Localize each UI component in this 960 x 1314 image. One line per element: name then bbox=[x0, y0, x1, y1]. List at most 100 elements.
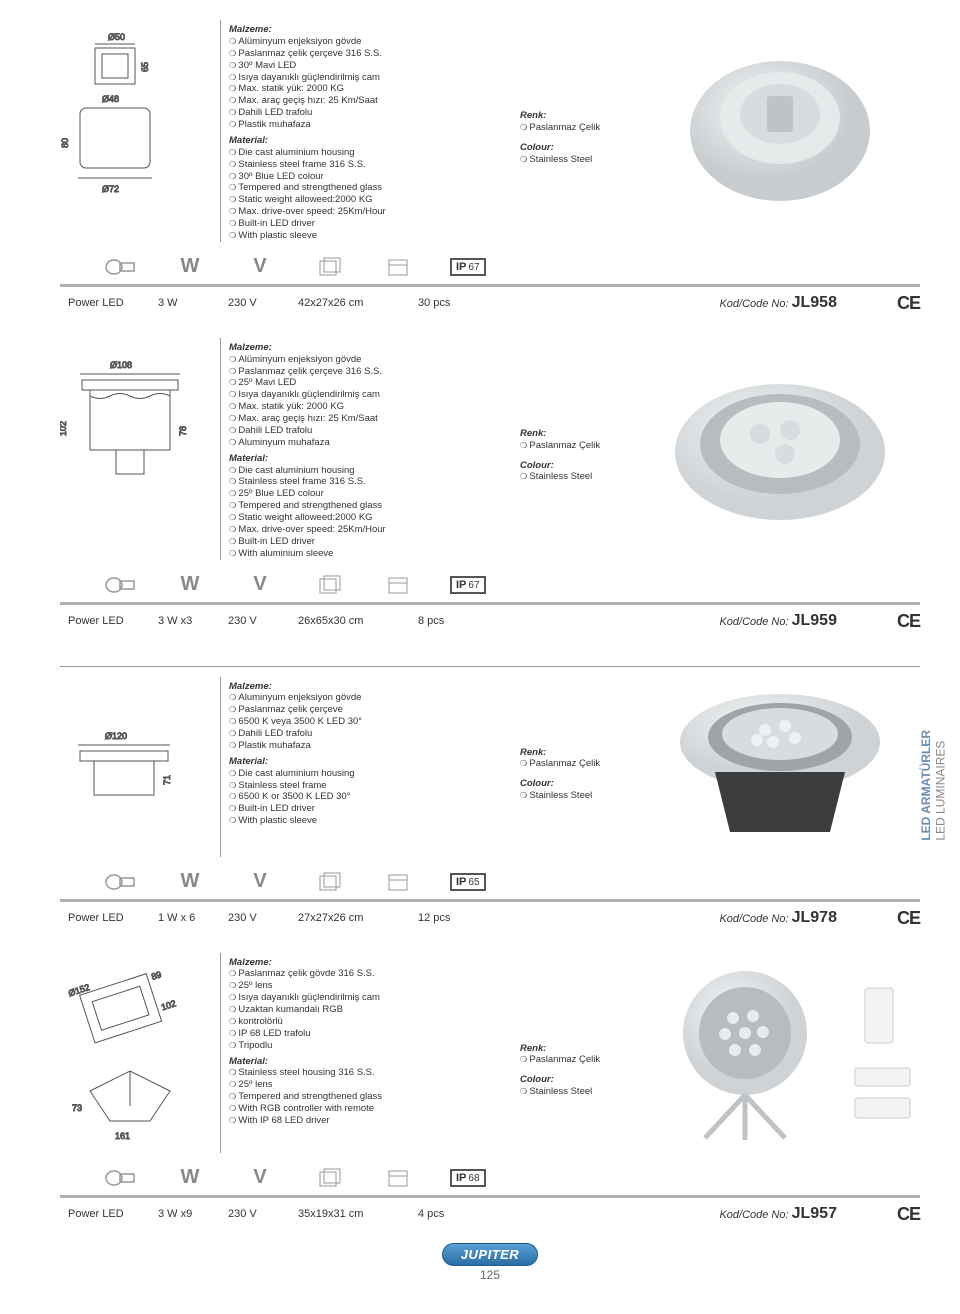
list-item: IP 68 LED trafolu bbox=[229, 1028, 510, 1040]
list-item: Dahili LED trafolu bbox=[229, 425, 510, 437]
list-item: Max. araç geçiş hızı: 25 Km/Saat bbox=[229, 413, 510, 425]
v-icon: V bbox=[240, 254, 280, 280]
diagram-col: Ø50 65 Ø48 80 Ø72 bbox=[60, 20, 210, 242]
spec-watt: 1 W x 6 bbox=[150, 912, 220, 924]
colour-value: Stainless Steel bbox=[520, 1086, 630, 1098]
material-list: Die cast aluminium housing Stainless ste… bbox=[229, 768, 510, 827]
pack-icon bbox=[380, 869, 420, 895]
color-col: Renk: Paslanmaz Çelik Colour: Stainless … bbox=[520, 338, 630, 560]
list-item: Stainless steel frame bbox=[229, 780, 510, 792]
list-item: Paslanmaz çelik çerçeve 316 S.S. bbox=[229, 48, 510, 60]
spec-watt: 3 W x9 bbox=[150, 1208, 220, 1220]
code-label: Kod/Code No: JL978 bbox=[719, 909, 837, 927]
ip-rating: IP65 bbox=[450, 873, 486, 891]
product-block: Ø50 65 Ø48 80 Ø72 Malzeme: Alüminyum enj… bbox=[60, 20, 920, 242]
photo-col bbox=[640, 953, 920, 1153]
malzeme-header: Malzeme: bbox=[229, 342, 510, 354]
list-item: Plastik muhafaza bbox=[229, 119, 510, 131]
material-header: Material: bbox=[229, 1056, 510, 1068]
code-value: JL957 bbox=[792, 1205, 837, 1222]
colour-value: Stainless Steel bbox=[520, 790, 630, 802]
pack-icon bbox=[380, 1165, 420, 1191]
malzeme-list: Aluminyum enjeksiyon gövde Paslanmaz çel… bbox=[229, 692, 510, 751]
malzeme-header: Malzeme: bbox=[229, 681, 510, 693]
spec-dim: 27x27x26 cm bbox=[290, 912, 410, 924]
list-item: Stainless steel frame 316 S.S. bbox=[229, 159, 510, 171]
ce-mark-icon: CE bbox=[897, 1204, 920, 1225]
renk-header: Renk: bbox=[520, 428, 630, 440]
list-item: Plastik muhafaza bbox=[229, 740, 510, 752]
list-item: 6500 K veya 3500 K LED 30° bbox=[229, 716, 510, 728]
list-item: Paslanmaz çelik çerçeve 316 S.S. bbox=[229, 366, 510, 378]
box-icon bbox=[310, 572, 350, 598]
colour-value: Stainless Steel bbox=[520, 471, 630, 483]
list-item: 30º Mavi LED bbox=[229, 60, 510, 72]
list-item: Isıya dayanıklı güçlendirilmiş cam bbox=[229, 992, 510, 1004]
spec-qty: 12 pcs bbox=[410, 912, 510, 924]
photo-col bbox=[640, 338, 920, 560]
colour-header: Colour: bbox=[520, 460, 630, 472]
svg-text:102: 102 bbox=[60, 421, 68, 436]
product-block: Ø108 102 78 Malzeme: Alüminyum enjeksiyo… bbox=[60, 338, 920, 560]
color-col: Renk: Paslanmaz Çelik Colour: Stainless … bbox=[520, 677, 630, 857]
spec-volt: 230 V bbox=[220, 912, 290, 924]
w-icon: W bbox=[170, 254, 210, 280]
spec-row: Power LED 3 W x9 230 V 35x19x31 cm 4 pcs… bbox=[60, 1195, 920, 1231]
list-item: Tripodlu bbox=[229, 1040, 510, 1052]
list-item: kontrolörlü bbox=[229, 1016, 510, 1028]
list-item: Tempered and strengthened glass bbox=[229, 1091, 510, 1103]
product-photo-icon bbox=[645, 958, 915, 1148]
list-item: Max. araç geçiş hızı: 25 Km/Saat bbox=[229, 95, 510, 107]
box-icon bbox=[310, 869, 350, 895]
box-icon bbox=[310, 254, 350, 280]
svg-text:78: 78 bbox=[178, 426, 188, 436]
icon-row: W V IP67 bbox=[60, 568, 920, 602]
specs-text: Malzeme: Aluminyum enjeksiyon gövde Pasl… bbox=[220, 677, 510, 857]
spec-row: Power LED 3 W 230 V 42x27x26 cm 30 pcs K… bbox=[60, 284, 920, 320]
w-icon: W bbox=[170, 1165, 210, 1191]
code-label: Kod/Code No: JL959 bbox=[719, 612, 837, 630]
ce-mark-icon: CE bbox=[897, 611, 920, 632]
diagram-col: Ø108 102 78 bbox=[60, 338, 210, 560]
list-item: Static weight alloweed:2000 KG bbox=[229, 512, 510, 524]
photo-col bbox=[640, 677, 920, 857]
w-icon: W bbox=[170, 869, 210, 895]
list-item: Built-in LED driver bbox=[229, 218, 510, 230]
renk-value: Paslanmaz Çelik bbox=[520, 1054, 630, 1066]
colour-header: Colour: bbox=[520, 1074, 630, 1086]
renk-header: Renk: bbox=[520, 110, 630, 122]
material-list: Die cast aluminium housing Stainless ste… bbox=[229, 465, 510, 560]
code-value: JL959 bbox=[792, 612, 837, 629]
colour-header: Colour: bbox=[520, 142, 630, 154]
ip-rating: IP67 bbox=[450, 258, 486, 276]
list-item: Static weight alloweed:2000 KG bbox=[229, 194, 510, 206]
v-icon: V bbox=[240, 869, 280, 895]
list-item: With IP 68 LED driver bbox=[229, 1115, 510, 1127]
tech-drawing-icon: Ø120 71 bbox=[60, 685, 200, 815]
spec-row: Power LED 3 W x3 230 V 26x65x30 cm 8 pcs… bbox=[60, 602, 920, 638]
svg-text:Ø50: Ø50 bbox=[108, 32, 125, 42]
spec-watt: 3 W bbox=[150, 297, 220, 309]
list-item: 25º Blue LED colour bbox=[229, 488, 510, 500]
list-item: Tempered and strengthened glass bbox=[229, 182, 510, 194]
list-item: With plastic sleeve bbox=[229, 230, 510, 242]
spec-type: Power LED bbox=[60, 615, 150, 627]
renk-header: Renk: bbox=[520, 1043, 630, 1055]
lamp-icon bbox=[100, 869, 140, 895]
list-item: Alüminyum enjeksiyon gövde bbox=[229, 36, 510, 48]
renk-value: Paslanmaz Çelik bbox=[520, 440, 630, 452]
specs-text: Malzeme: Alüminyum enjeksiyon gövde Pasl… bbox=[220, 20, 510, 242]
tech-drawing-icon: Ø108 102 78 bbox=[60, 346, 210, 516]
material-list: Stainless steel housing 316 S.S. 25º len… bbox=[229, 1067, 510, 1126]
lamp-icon bbox=[100, 572, 140, 598]
spec-qty: 8 pcs bbox=[410, 615, 510, 627]
list-item: Isıya dayanıklı güçlendirilmiş cam bbox=[229, 389, 510, 401]
lamp-icon bbox=[100, 1165, 140, 1191]
list-item: Max. statik yük: 2000 KG bbox=[229, 401, 510, 413]
w-icon: W bbox=[170, 572, 210, 598]
svg-text:73: 73 bbox=[72, 1103, 82, 1113]
icon-row: W V IP65 bbox=[60, 865, 920, 899]
product-photo-icon bbox=[665, 682, 895, 852]
list-item: Dahili LED trafolu bbox=[229, 107, 510, 119]
list-item: Paslanmaz çelik çerçeve bbox=[229, 704, 510, 716]
